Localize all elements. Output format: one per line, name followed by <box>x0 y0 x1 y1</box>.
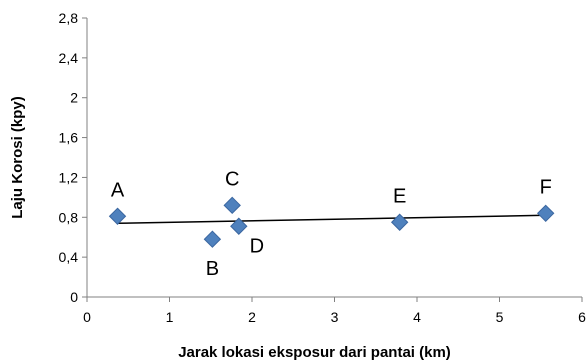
x-tick-label: 1 <box>166 309 174 325</box>
data-points: A B C D E F <box>108 168 555 280</box>
x-tick-label: 2 <box>248 309 256 325</box>
data-point-marker <box>390 213 409 231</box>
x-axis-ticks: 0 1 2 3 4 5 6 <box>83 297 586 325</box>
y-tick-label: 2,8 <box>59 10 79 26</box>
y-tick-label: 0,8 <box>59 209 79 225</box>
x-tick-label: 4 <box>413 309 421 325</box>
data-point-marker <box>230 217 248 235</box>
y-tick-label: 1,6 <box>59 130 79 146</box>
data-point-label: E <box>393 185 406 207</box>
y-tick-label: 2,4 <box>59 50 79 66</box>
y-axis-ticks: 0 0,4 0,8 1,2 1,6 2 2,4 2,8 <box>59 10 87 305</box>
data-point-label: D <box>250 235 264 257</box>
data-point-marker <box>203 230 222 248</box>
x-tick-label: 0 <box>83 309 91 325</box>
y-tick-label: 0 <box>70 289 78 305</box>
data-point-label: C <box>225 168 239 190</box>
y-tick-label: 2 <box>70 90 78 106</box>
data-point-label: F <box>540 176 552 198</box>
x-axis-title: Jarak lokasi eksposur dari pantai (km) <box>178 344 451 361</box>
data-point-label: B <box>206 258 219 280</box>
data-point-marker <box>223 196 241 215</box>
y-tick-label: 0,4 <box>59 249 79 265</box>
x-tick-label: 6 <box>578 309 586 325</box>
x-tick-label: 3 <box>331 309 339 325</box>
data-point-marker <box>108 207 127 225</box>
axes <box>86 18 582 298</box>
x-tick-label: 5 <box>496 309 504 325</box>
y-axis-title: Laju Korosi (kpy) <box>9 96 26 219</box>
trendline <box>117 214 546 225</box>
y-tick-label: 1,2 <box>59 169 79 185</box>
data-point-marker <box>536 204 555 223</box>
data-point-label: A <box>111 179 125 201</box>
